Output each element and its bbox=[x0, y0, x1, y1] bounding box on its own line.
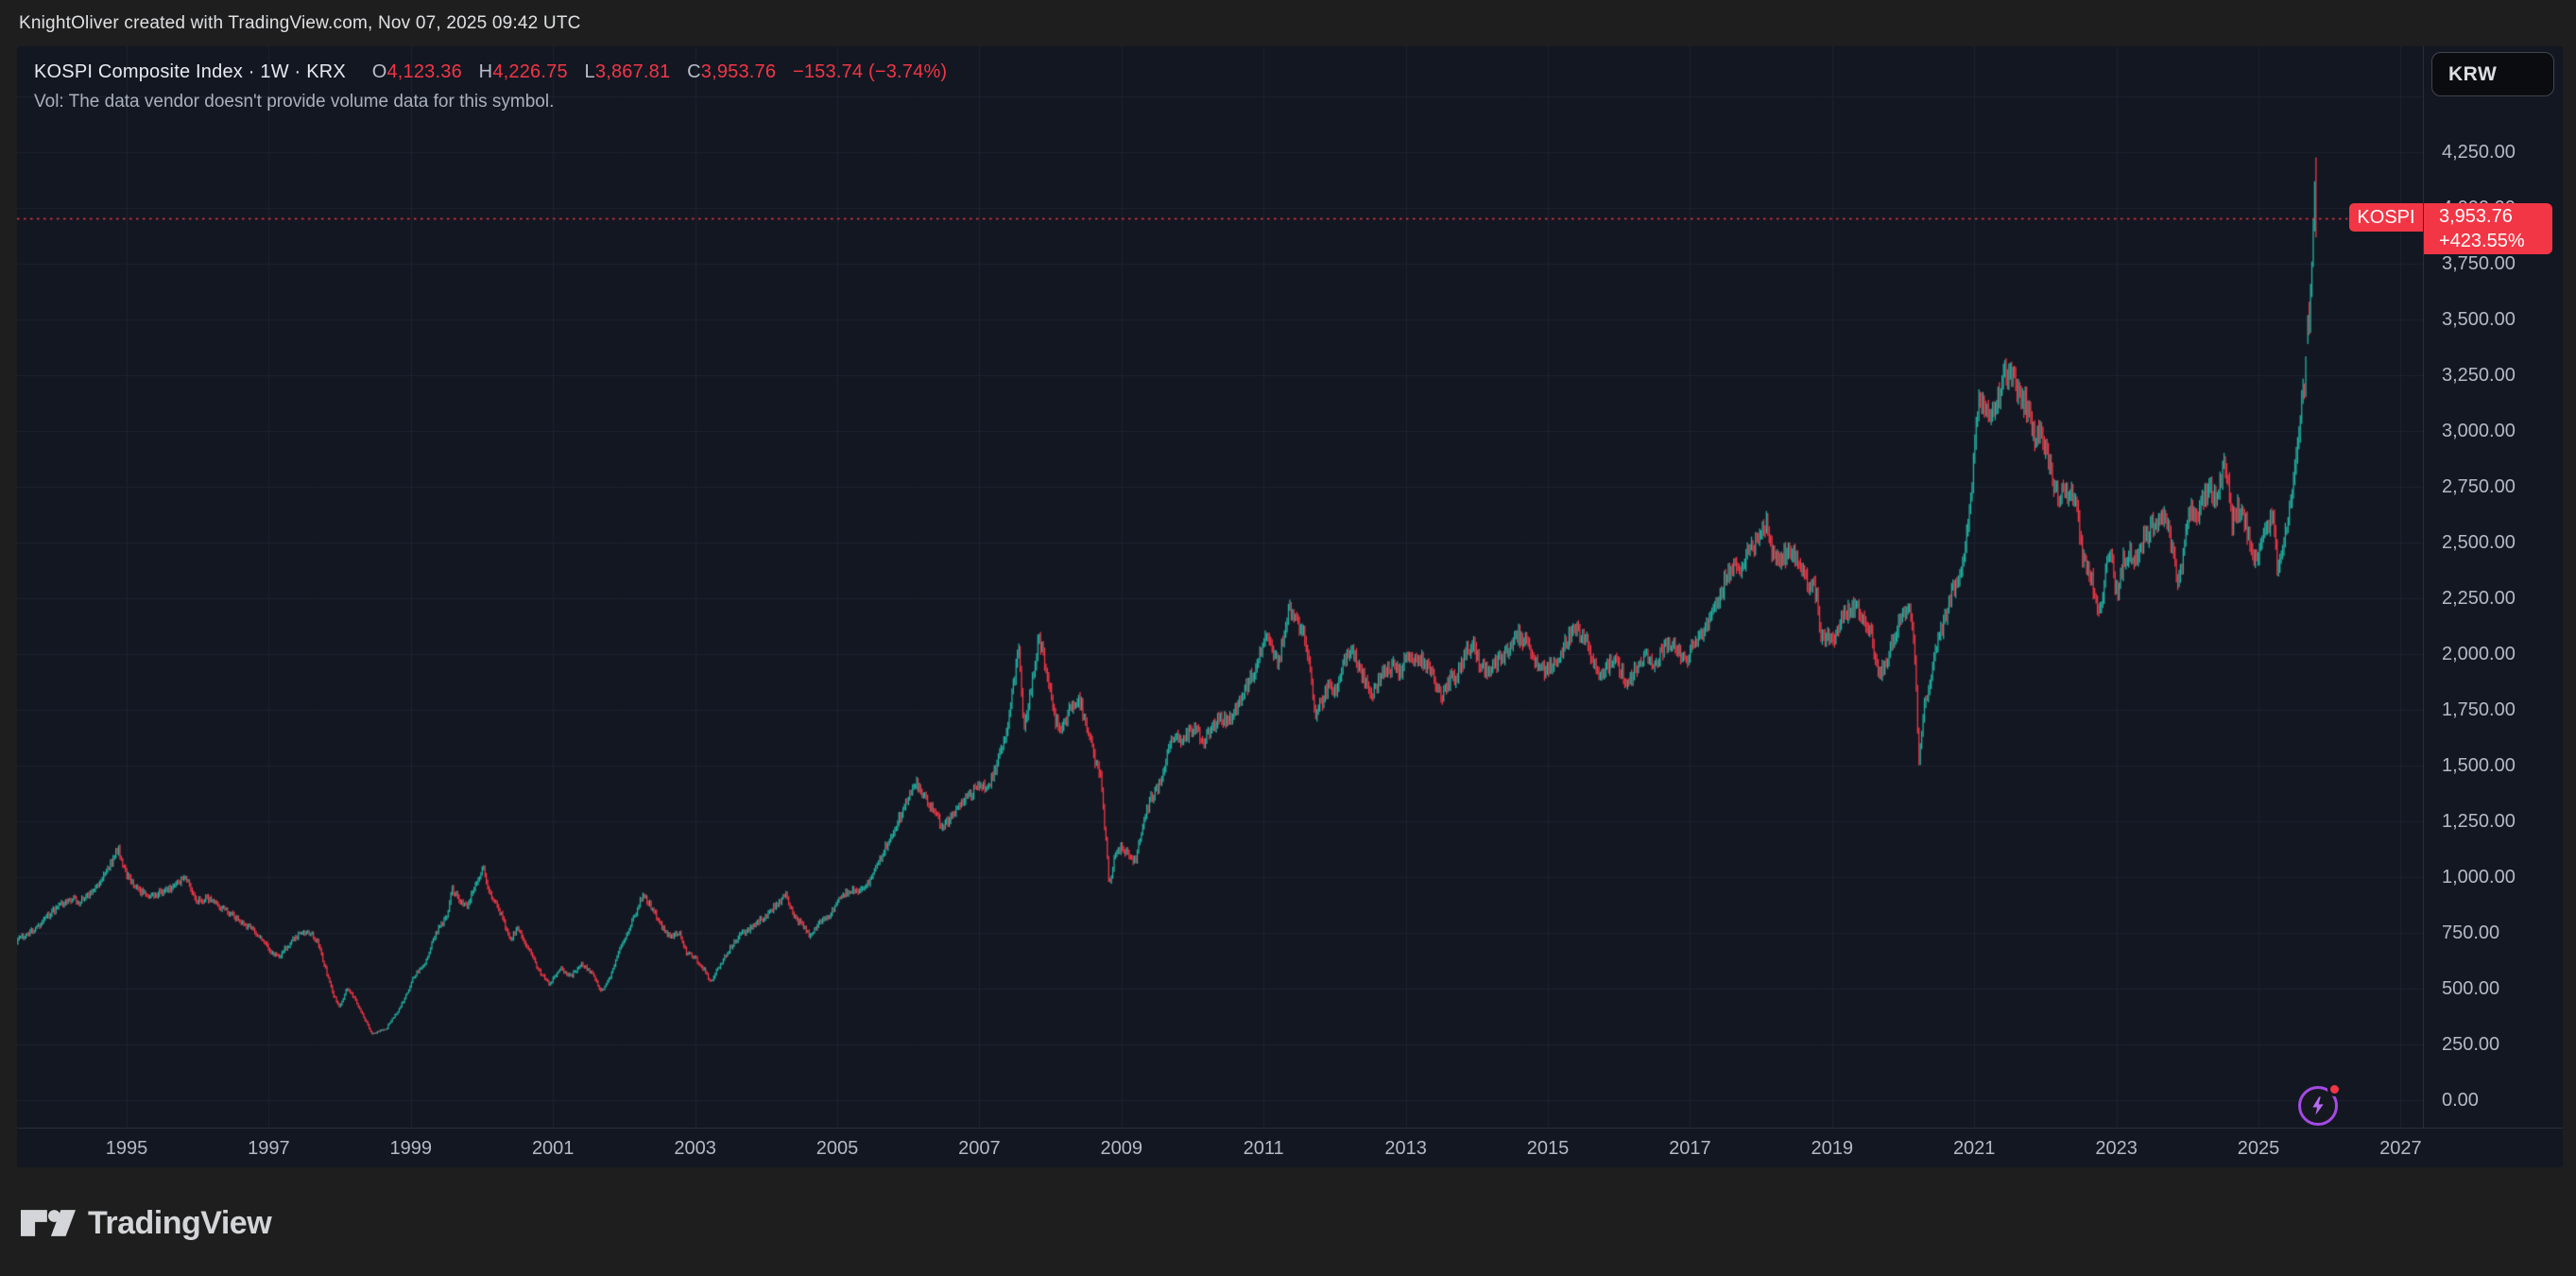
last-price-symbol-chip: KOSPI bbox=[2349, 203, 2423, 232]
last-price-badge: 3,953.76 +423.55% bbox=[2424, 203, 2552, 254]
tradingview-logo-icon bbox=[21, 1210, 76, 1236]
time-tick-label: 2009 bbox=[1100, 1138, 1143, 1159]
price-tick-label: 3,250.00 bbox=[2442, 365, 2516, 386]
candlestick-chart-canvas[interactable] bbox=[17, 46, 2423, 1128]
time-tick-label: 1995 bbox=[105, 1138, 148, 1159]
time-tick-label: 2013 bbox=[1384, 1138, 1427, 1159]
time-axis[interactable]: 1995 1997 1999 2001 2003 2005 2007 2009 2011 2013… bbox=[17, 1128, 2563, 1167]
time-tick-label: 1999 bbox=[389, 1138, 433, 1159]
notification-dot bbox=[2327, 1082, 2342, 1096]
attribution-text: KnightOliver created with TradingView.co… bbox=[19, 12, 581, 33]
chip-symbol-text: KOSPI bbox=[2357, 206, 2415, 228]
time-tick-label: 2001 bbox=[531, 1138, 575, 1159]
time-tick-label: 2027 bbox=[2379, 1138, 2422, 1159]
price-tick-label: 1,250.00 bbox=[2442, 811, 2516, 832]
tradingview-wordmark: TradingView bbox=[88, 1204, 272, 1241]
time-tick-label: 1997 bbox=[248, 1138, 290, 1159]
lightning-button[interactable] bbox=[2298, 1082, 2342, 1126]
time-tick-label: 2015 bbox=[1526, 1138, 1570, 1159]
price-tick-label: 250.00 bbox=[2442, 1034, 2500, 1055]
price-tick-label: 0.00 bbox=[2442, 1090, 2479, 1111]
chart-container: KOSPI Composite Index · 1W · KRX O4,123.… bbox=[17, 46, 2563, 1167]
time-tick-label: 2003 bbox=[674, 1138, 716, 1159]
lightning-icon bbox=[2312, 1096, 2324, 1115]
price-tick-label: 3,000.00 bbox=[2442, 421, 2516, 441]
time-tick-label: 2025 bbox=[2237, 1138, 2280, 1159]
attribution-bar: KnightOliver created with TradingView.co… bbox=[0, 0, 2576, 46]
price-tick-label: 2,500.00 bbox=[2442, 532, 2516, 553]
time-tick-label: 2011 bbox=[1243, 1138, 1284, 1159]
time-tick-label: 2021 bbox=[1952, 1138, 1996, 1159]
price-tick-label: 1,750.00 bbox=[2442, 699, 2516, 720]
price-tick-label: 3,750.00 bbox=[2442, 253, 2516, 274]
currency-button-label: KRW bbox=[2448, 62, 2498, 85]
time-tick-label: 2019 bbox=[1811, 1138, 1854, 1159]
footer-brand[interactable]: TradingView bbox=[21, 1202, 272, 1244]
price-tick-label: 500.00 bbox=[2442, 978, 2500, 999]
time-tick-label: 2017 bbox=[1669, 1138, 1711, 1159]
currency-button[interactable]: KRW bbox=[2431, 52, 2554, 96]
time-tick-label: 2007 bbox=[958, 1138, 1001, 1159]
price-tick-label: 4,250.00 bbox=[2442, 142, 2516, 163]
price-tick-label: 2,750.00 bbox=[2442, 476, 2516, 497]
last-price-value: 3,953.76 bbox=[2439, 206, 2513, 227]
price-tick-label: 750.00 bbox=[2442, 923, 2500, 943]
price-tick-label: 1,000.00 bbox=[2442, 867, 2516, 888]
price-scale[interactable]: 4,250.004,000.003,750.003,500.003,250.00… bbox=[2423, 46, 2563, 1167]
time-tick-label: 2023 bbox=[2095, 1138, 2138, 1159]
price-tick-label: 1,500.00 bbox=[2442, 755, 2516, 776]
price-tick-label: 3,500.00 bbox=[2442, 309, 2516, 330]
time-tick-label: 2005 bbox=[816, 1138, 859, 1159]
last-price-change-percent: +423.55% bbox=[2439, 231, 2525, 251]
price-tick-label: 2,250.00 bbox=[2442, 588, 2516, 609]
price-tick-label: 2,000.00 bbox=[2442, 644, 2516, 664]
